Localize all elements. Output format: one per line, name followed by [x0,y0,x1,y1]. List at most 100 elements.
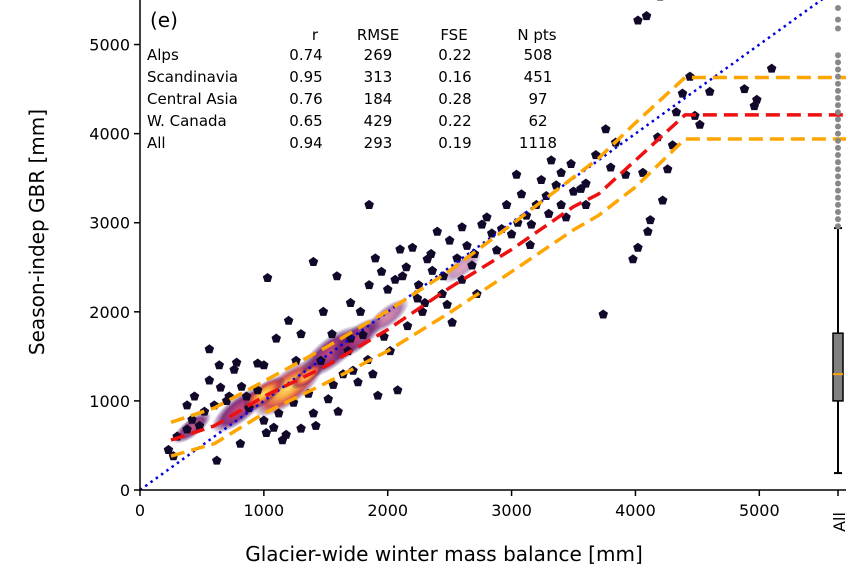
scatter-point-4 [194,420,205,430]
x-axis-label: Glacier-wide winter mass balance [mm] [245,542,643,566]
x-tick-label-2000: 2000 [367,501,408,520]
scatter-point-105 [766,63,777,73]
boxplot-flier-7 [835,173,841,180]
boxplot-flier-24 [835,52,841,59]
scatter-point-57 [462,240,472,250]
panel-label: (e) [150,8,178,32]
axes: 0 1000 2000 3000 4000 5000 0 1000 2000 3000 4000 50… [89,0,846,520]
boxplot-flier-19 [835,87,841,94]
boxplot-flier-17 [835,102,841,109]
scatter-point-118 [383,284,393,294]
scatter-point-80 [581,178,591,188]
scatter-point-134 [327,329,337,339]
scatter-point-138 [525,240,535,249]
y-tick-label-2000: 2000 [89,303,130,322]
scatter-point-63 [492,245,502,255]
scatter-point-91 [645,215,656,225]
scatter-point-113 [204,344,215,354]
scatter-point-47 [412,293,423,303]
scatter-point-131 [283,315,294,325]
scatter-point-144 [556,199,566,209]
stats-row-all-region: All [147,134,166,152]
scatter-point-78 [566,158,576,168]
scatter-point-110 [332,271,342,281]
stats-row-all-r: 0.94 [289,134,322,152]
scatter-point-18 [259,415,269,425]
scatter-point-72 [536,175,547,184]
scatter-point-45 [402,321,413,331]
scatter-point-116 [318,306,329,316]
stats-row-centralasia-rmse: 184 [364,90,393,108]
scatter-point-67 [511,169,522,179]
scatter-point-133 [212,455,222,465]
boxplot-flier-25 [835,25,841,32]
scatter-point-6 [204,375,215,385]
scatter-point-8 [214,360,224,370]
boxplot-flier-2 [835,209,841,216]
boxplot-flier-3 [835,201,841,208]
boxplot-box [832,332,844,402]
scatter-point-104 [752,94,762,104]
boxplot-label: All [830,512,848,532]
stats-row-scandinavia-fse: 0.16 [438,68,471,86]
stats-row-centralasia-r: 0.76 [289,90,322,108]
stats-row-wcanada-fse: 0.22 [438,112,471,130]
density-blob-0 [172,411,212,444]
stats-row-wcanada-region: W. Canada [147,112,227,130]
stats-table: r RMSE FSE N pts Alps 0.74 269 0.22 508 … [147,26,557,152]
scatter-point-76 [556,167,566,177]
scatter-point-148 [376,266,387,276]
scatter-point-89 [638,167,648,177]
scatter-point-21 [274,408,284,418]
scatter-point-96 [671,107,682,117]
y-tick-label-5000: 5000 [89,36,130,55]
x-tick-label-5000: 5000 [739,501,780,520]
boxplot-flier-14 [835,123,841,130]
all-boxplot [832,5,844,475]
stats-row-scandinavia-rmse: 313 [364,68,393,86]
scatter-point-88 [633,242,643,252]
y-tick-label-1000: 1000 [89,392,130,411]
stats-row-all-npts: 1118 [519,134,557,152]
boxplot-flier-6 [835,180,841,187]
scatter-point-122 [235,438,246,448]
stats-row-scandinavia-region: Scandinavia [147,68,238,86]
boxplot-flier-22 [835,66,841,73]
scatter-point-51 [432,226,442,236]
scatter-point-37 [358,330,368,339]
scatter-point-27 [308,408,319,418]
scatter-point-19 [261,428,272,437]
stats-header-fse: FSE [440,26,467,44]
scatter-point-58 [467,260,477,270]
y-tick-label-0: 0 [120,481,130,500]
scatter-point-142 [444,235,455,245]
scatter-point-109 [364,199,374,209]
scatter-point-111 [308,256,319,266]
boxplot-flier-1 [835,216,841,223]
density-blob-7 [366,298,410,335]
boxplot-flier-27 [835,5,841,12]
lower-quantile-line [170,137,846,458]
scatter-point-83 [601,124,611,134]
scatter-point-101 [705,86,715,96]
scatter-point-3 [187,414,197,424]
one-to-one-line [140,0,824,490]
scatter-point-132 [370,253,381,263]
scatter-point-61 [482,212,492,222]
stats-header-npts: N pts [517,26,556,44]
density-blob-8 [442,251,482,284]
scatter-point-0 [163,444,174,454]
x-tick-label-1000: 1000 [244,501,285,520]
scatter-point-147 [355,306,366,316]
scatter-point-14 [236,381,247,391]
scatter-point-140 [296,329,306,339]
scatter-point-100 [695,119,705,129]
scatter-point-54 [447,317,457,327]
scatter-point-82 [598,309,608,319]
boxplot-flier-21 [835,73,841,80]
scatter-point-13 [231,357,242,367]
scatter-point-145 [581,199,591,209]
boxplot-flier-26 [835,16,841,23]
scatter-point-9 [215,382,226,392]
